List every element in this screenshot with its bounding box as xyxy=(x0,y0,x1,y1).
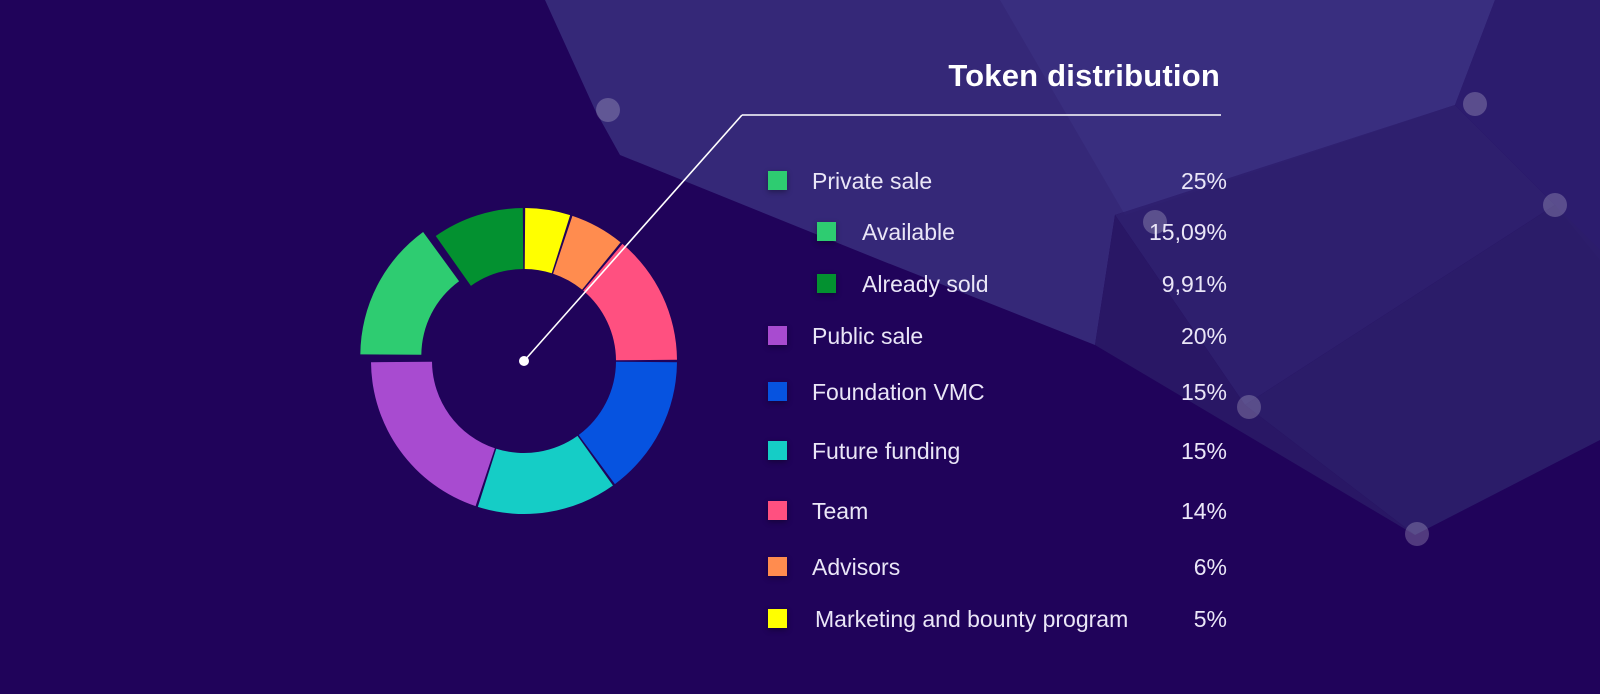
legend-item-public-sale: Public sale 20% xyxy=(0,322,1600,352)
legend-value: 15,09% xyxy=(1148,219,1227,245)
donut-slices xyxy=(360,208,677,514)
legend-item-marketing-and-bounty-program: Marketing and bounty program 5% xyxy=(0,605,1600,635)
legend-swatch xyxy=(768,441,787,460)
legend-value: 14% xyxy=(1180,498,1227,524)
legend-label: Already sold xyxy=(862,271,989,297)
legend-swatch xyxy=(817,222,836,241)
legend-value: 6% xyxy=(1193,554,1227,580)
donut-slice-already-sold xyxy=(435,208,524,286)
legend-swatch xyxy=(768,501,787,520)
background-node xyxy=(1463,92,1487,116)
legend-label: Private sale xyxy=(812,168,933,194)
legend-value: 9,91% xyxy=(1161,271,1227,297)
pointer-line xyxy=(523,114,743,362)
legend-swatch xyxy=(768,557,787,576)
background-polygon xyxy=(1095,215,1415,535)
legend-label: Future funding xyxy=(812,438,961,464)
legend-label: Foundation VMC xyxy=(812,379,985,405)
legend-item-foundation-vmc: Foundation VMC 15% xyxy=(0,378,1600,408)
legend-item-already-sold: Already sold 9,91% xyxy=(0,270,1600,300)
legend-value: 25% xyxy=(1180,168,1227,194)
legend-swatch xyxy=(768,382,787,401)
legend-item-available: Available 15,09% xyxy=(0,218,1600,248)
legend-value: 15% xyxy=(1180,379,1227,405)
background-polygon xyxy=(1455,0,1600,260)
donut-slice-advisors xyxy=(553,215,621,290)
background-node xyxy=(1405,522,1429,546)
legend-label: Team xyxy=(812,498,869,524)
legend-swatch xyxy=(768,171,787,190)
legend-swatch xyxy=(768,609,787,628)
background-polygon xyxy=(1115,105,1555,405)
legend-item-team: Team 14% xyxy=(0,497,1600,527)
legend-item-advisors: Advisors 6% xyxy=(0,553,1600,583)
legend-label: Marketing and bounty program xyxy=(815,606,1129,632)
legend-value: 5% xyxy=(1193,606,1227,632)
legend-label: Available xyxy=(862,219,955,245)
legend-item-private-sale: Private sale 25% xyxy=(0,167,1600,197)
donut-slice-marketing-and-bounty-program xyxy=(524,208,571,274)
donut-slice-future-funding xyxy=(477,435,613,514)
legend-swatch xyxy=(817,274,836,293)
pointer-dot xyxy=(519,356,529,366)
donut-slice-team xyxy=(583,243,677,361)
legend-value: 15% xyxy=(1180,438,1227,464)
background-node xyxy=(1237,395,1261,419)
background-polygon xyxy=(1245,205,1600,535)
background-node xyxy=(1143,210,1167,234)
legend-swatch xyxy=(768,326,787,345)
legend-label: Public sale xyxy=(812,323,924,349)
background-node xyxy=(596,98,620,122)
background-node xyxy=(1543,193,1567,217)
background-polygon xyxy=(1000,0,1495,215)
legend-item-future-funding: Future funding 15% xyxy=(0,437,1600,467)
donut-slice-available xyxy=(360,231,460,355)
donut-slice-foundation-vmc xyxy=(578,361,677,485)
background-nodes xyxy=(596,92,1567,546)
legend-value: 20% xyxy=(1180,323,1227,349)
donut-slice-public-sale xyxy=(371,361,495,507)
legend-label: Advisors xyxy=(812,554,901,580)
chart-title: Token distribution xyxy=(948,58,1220,93)
